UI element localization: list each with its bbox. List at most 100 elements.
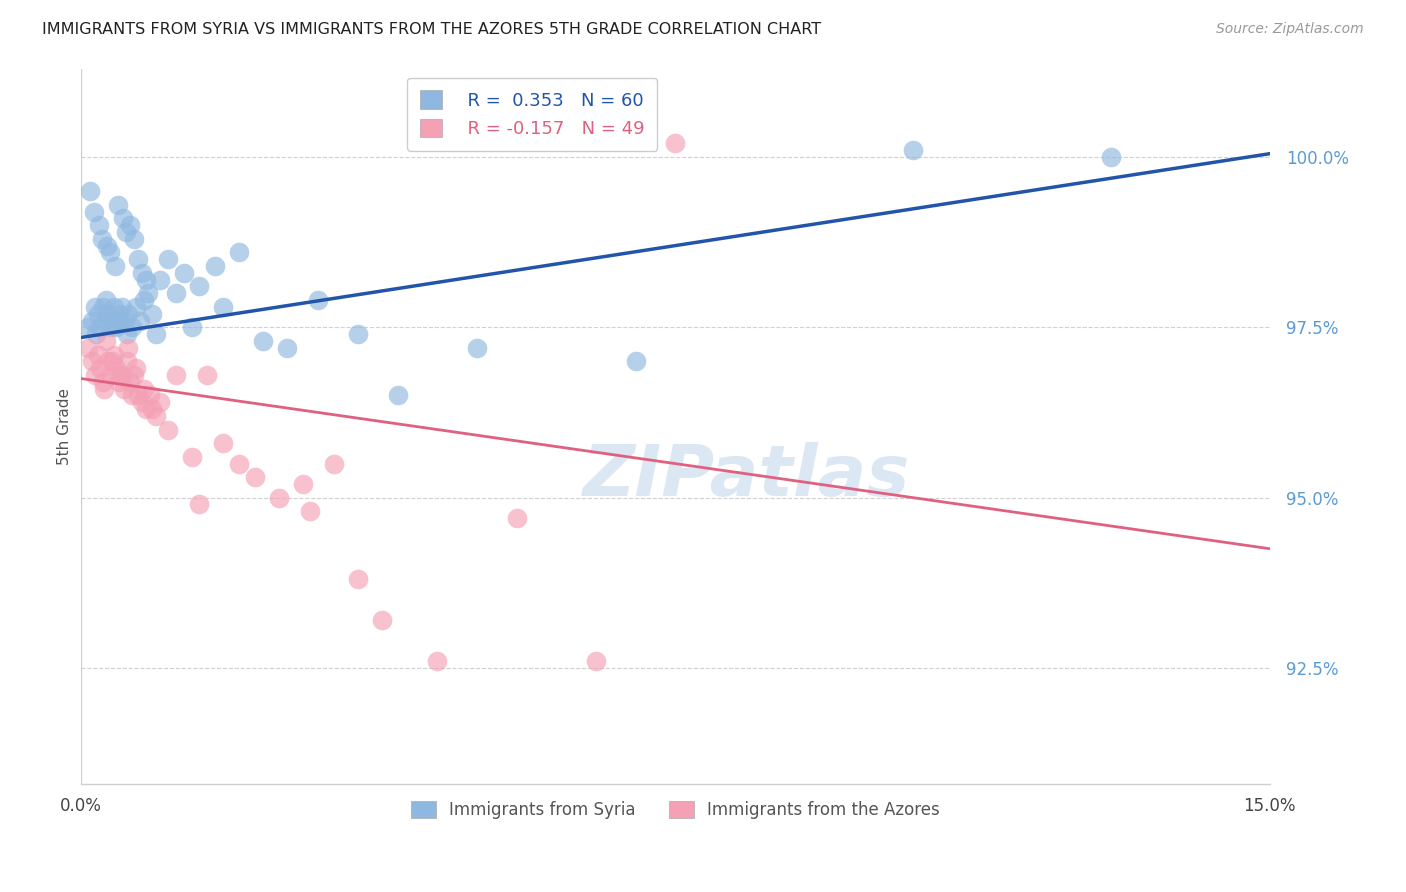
Point	[149, 273, 172, 287]
Point	[93, 313, 115, 327]
Point	[465, 341, 488, 355]
Point	[371, 613, 394, 627]
Point	[212, 300, 235, 314]
Point	[118, 375, 141, 389]
Point	[145, 409, 167, 423]
Point	[180, 450, 202, 464]
Point	[107, 375, 129, 389]
Text: 15.0%: 15.0%	[1243, 797, 1296, 815]
Point	[664, 136, 686, 151]
Point	[83, 204, 105, 219]
Point	[94, 293, 117, 307]
Point	[89, 320, 111, 334]
Point	[112, 313, 135, 327]
Point	[299, 504, 322, 518]
Point	[87, 218, 110, 232]
Point	[91, 375, 114, 389]
Point	[82, 354, 104, 368]
Point	[139, 388, 162, 402]
Point	[141, 402, 163, 417]
Point	[121, 388, 143, 402]
Point	[79, 184, 101, 198]
Text: Source: ZipAtlas.com: Source: ZipAtlas.com	[1216, 22, 1364, 37]
Point	[117, 341, 139, 355]
Point	[276, 341, 298, 355]
Point	[387, 388, 409, 402]
Point	[188, 279, 211, 293]
Point	[117, 307, 139, 321]
Point	[90, 232, 112, 246]
Point	[104, 259, 127, 273]
Point	[267, 491, 290, 505]
Point	[121, 320, 143, 334]
Point	[156, 252, 179, 267]
Point	[93, 382, 115, 396]
Point	[107, 198, 129, 212]
Point	[98, 245, 121, 260]
Point	[97, 307, 120, 321]
Point	[124, 368, 146, 382]
Y-axis label: 5th Grade: 5th Grade	[58, 388, 72, 465]
Point	[173, 266, 195, 280]
Point	[188, 498, 211, 512]
Point	[111, 368, 134, 382]
Point	[82, 313, 104, 327]
Point	[131, 266, 153, 280]
Point	[243, 470, 266, 484]
Point	[129, 313, 152, 327]
Text: IMMIGRANTS FROM SYRIA VS IMMIGRANTS FROM THE AZORES 5TH GRADE CORRELATION CHART: IMMIGRANTS FROM SYRIA VS IMMIGRANTS FROM…	[42, 22, 821, 37]
Point	[115, 327, 138, 342]
Point	[77, 320, 100, 334]
Point	[118, 218, 141, 232]
Point	[135, 402, 157, 417]
Point	[323, 457, 346, 471]
Point	[228, 245, 250, 260]
Point	[77, 341, 100, 355]
Point	[505, 511, 527, 525]
Text: 0.0%: 0.0%	[59, 797, 101, 815]
Point	[149, 395, 172, 409]
Point	[101, 313, 124, 327]
Point	[426, 654, 449, 668]
Point	[111, 211, 134, 226]
Point	[585, 654, 607, 668]
Point	[347, 573, 370, 587]
Point	[94, 334, 117, 348]
Point	[89, 361, 111, 376]
Point	[112, 382, 135, 396]
Point	[141, 307, 163, 321]
Point	[165, 368, 187, 382]
Text: ZIPatlas: ZIPatlas	[583, 442, 910, 511]
Point	[108, 313, 131, 327]
Point	[127, 252, 149, 267]
Point	[115, 354, 138, 368]
Point	[103, 300, 125, 314]
Point	[96, 238, 118, 252]
Point	[105, 320, 128, 334]
Point	[307, 293, 329, 307]
Point	[86, 327, 108, 342]
Point	[100, 320, 122, 334]
Point	[165, 286, 187, 301]
Point	[291, 477, 314, 491]
Point	[124, 232, 146, 246]
Point	[228, 457, 250, 471]
Point	[83, 368, 105, 382]
Point	[111, 300, 134, 314]
Point	[101, 354, 124, 368]
Point	[135, 273, 157, 287]
Point	[114, 225, 136, 239]
Point	[204, 259, 226, 273]
Point	[125, 361, 148, 376]
Point	[145, 327, 167, 342]
Point	[97, 354, 120, 368]
Point	[132, 293, 155, 307]
Point	[136, 286, 159, 301]
Point	[624, 354, 647, 368]
Point	[252, 334, 274, 348]
Point	[108, 368, 131, 382]
Point	[100, 368, 122, 382]
Point	[125, 300, 148, 314]
Point	[212, 436, 235, 450]
Point	[87, 307, 110, 321]
